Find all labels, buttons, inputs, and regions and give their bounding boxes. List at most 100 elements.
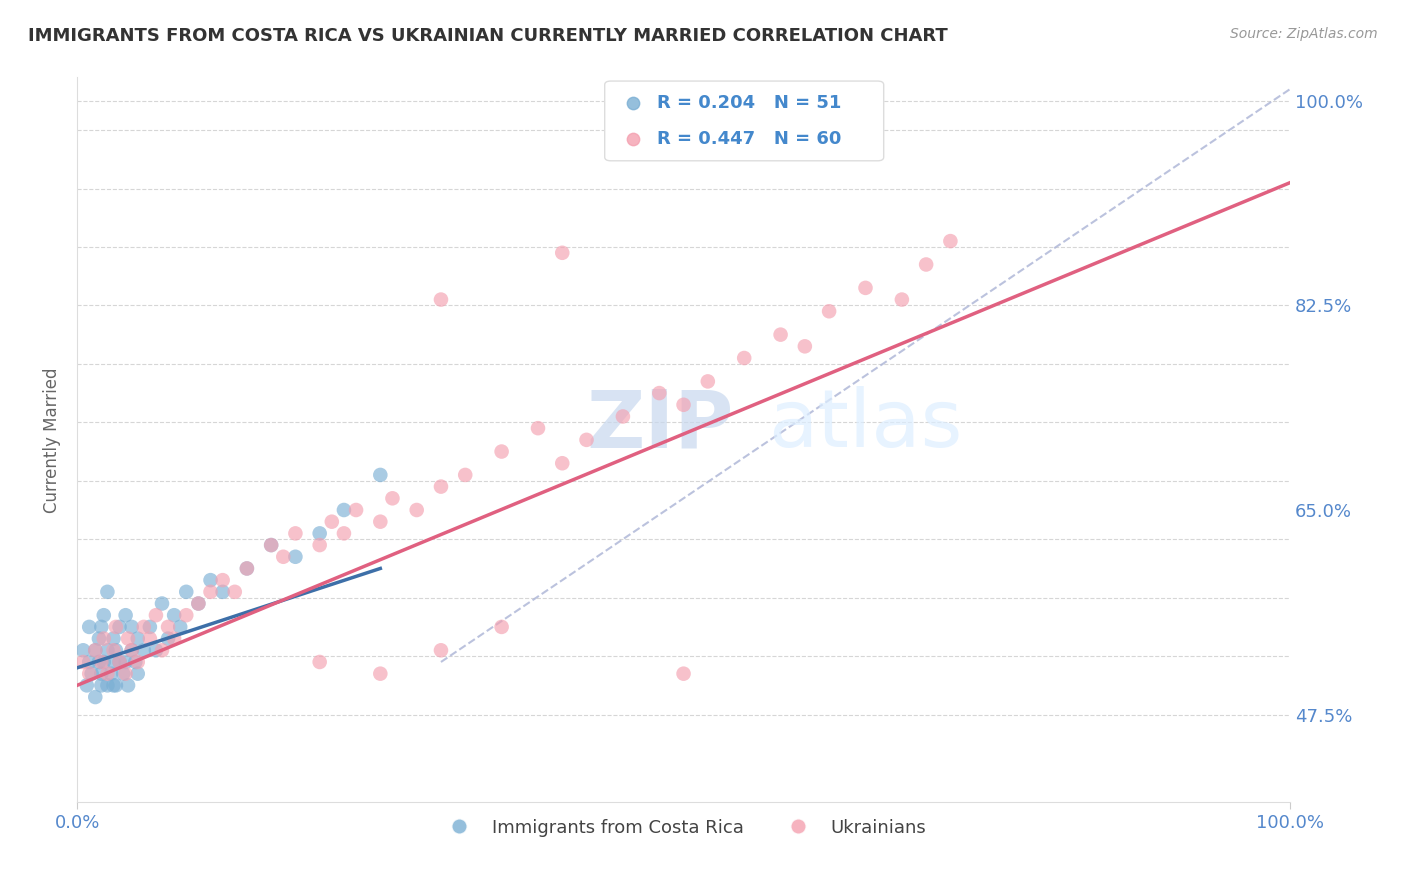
Point [87, 632, 110, 646]
Point [112, 666, 135, 681]
Point [117, 678, 139, 692]
Text: atlas: atlas [769, 386, 963, 465]
Point [84, 643, 107, 657]
Point [211, 573, 233, 587]
Point [150, 643, 173, 657]
Point [818, 304, 841, 318]
Point [672, 398, 695, 412]
Point [454, 467, 477, 482]
Point [621, 193, 644, 207]
Point [430, 480, 453, 494]
Point [890, 293, 912, 307]
Point [90, 678, 112, 692]
Point [260, 538, 283, 552]
Point [769, 327, 792, 342]
Point [114, 608, 136, 623]
Point [224, 584, 246, 599]
Point [121, 643, 143, 657]
Point [108, 620, 131, 634]
Point [321, 515, 343, 529]
Point [114, 666, 136, 681]
Point [76, 678, 98, 692]
Point [114, 655, 136, 669]
Text: R = 0.447   N = 60: R = 0.447 N = 60 [657, 130, 841, 148]
Text: Source: ZipAtlas.com: Source: ZipAtlas.com [1230, 27, 1378, 41]
Point [117, 632, 139, 646]
Point [169, 620, 191, 634]
Point [344, 503, 367, 517]
Point [333, 526, 356, 541]
Point [405, 503, 427, 517]
Point [187, 597, 209, 611]
Point [132, 620, 155, 634]
Point [236, 561, 259, 575]
Point [284, 526, 307, 541]
Point [104, 643, 127, 657]
Point [733, 351, 755, 365]
Point [370, 666, 392, 681]
Point [271, 549, 294, 564]
Point [103, 678, 125, 692]
FancyBboxPatch shape [605, 81, 884, 161]
Point [103, 643, 125, 657]
Point [96, 584, 118, 599]
Point [103, 655, 125, 669]
Point [108, 655, 131, 669]
Point [100, 666, 122, 681]
Point [93, 655, 115, 669]
Point [527, 421, 550, 435]
Point [104, 678, 127, 692]
Point [127, 666, 149, 681]
Point [648, 386, 671, 401]
Point [308, 655, 330, 669]
Point [96, 666, 118, 681]
Point [187, 597, 209, 611]
Point [157, 632, 180, 646]
Point [121, 620, 143, 634]
Point [72, 643, 94, 657]
Point [127, 632, 149, 646]
Point [491, 444, 513, 458]
Point [200, 584, 222, 599]
Point [163, 632, 186, 646]
Point [104, 620, 127, 634]
Point [696, 375, 718, 389]
Point [163, 608, 186, 623]
Point [575, 433, 598, 447]
Point [491, 620, 513, 634]
Point [308, 538, 330, 552]
Point [370, 467, 392, 482]
Legend: Immigrants from Costa Rica, Ukrainians: Immigrants from Costa Rica, Ukrainians [434, 812, 934, 844]
Point [77, 655, 100, 669]
Text: IMMIGRANTS FROM COSTA RICA VS UKRAINIAN CURRENTLY MARRIED CORRELATION CHART: IMMIGRANTS FROM COSTA RICA VS UKRAINIAN … [28, 27, 948, 45]
Point [145, 643, 167, 657]
Point [200, 573, 222, 587]
Point [551, 456, 574, 470]
Point [939, 234, 962, 248]
Point [855, 281, 877, 295]
Point [793, 339, 815, 353]
Point [211, 584, 233, 599]
Point [139, 620, 162, 634]
Point [90, 620, 112, 634]
Point [157, 620, 180, 634]
Point [87, 655, 110, 669]
Point [96, 678, 118, 692]
Point [174, 584, 197, 599]
Point [672, 666, 695, 681]
Text: ZIP: ZIP [586, 386, 734, 465]
Point [150, 597, 173, 611]
Point [77, 666, 100, 681]
Point [96, 643, 118, 657]
Point [124, 655, 146, 669]
Point [77, 620, 100, 634]
Point [93, 632, 115, 646]
Point [127, 655, 149, 669]
Point [430, 293, 453, 307]
Point [72, 655, 94, 669]
Point [121, 643, 143, 657]
Point [84, 643, 107, 657]
Point [430, 643, 453, 657]
Point [139, 632, 162, 646]
Point [174, 608, 197, 623]
